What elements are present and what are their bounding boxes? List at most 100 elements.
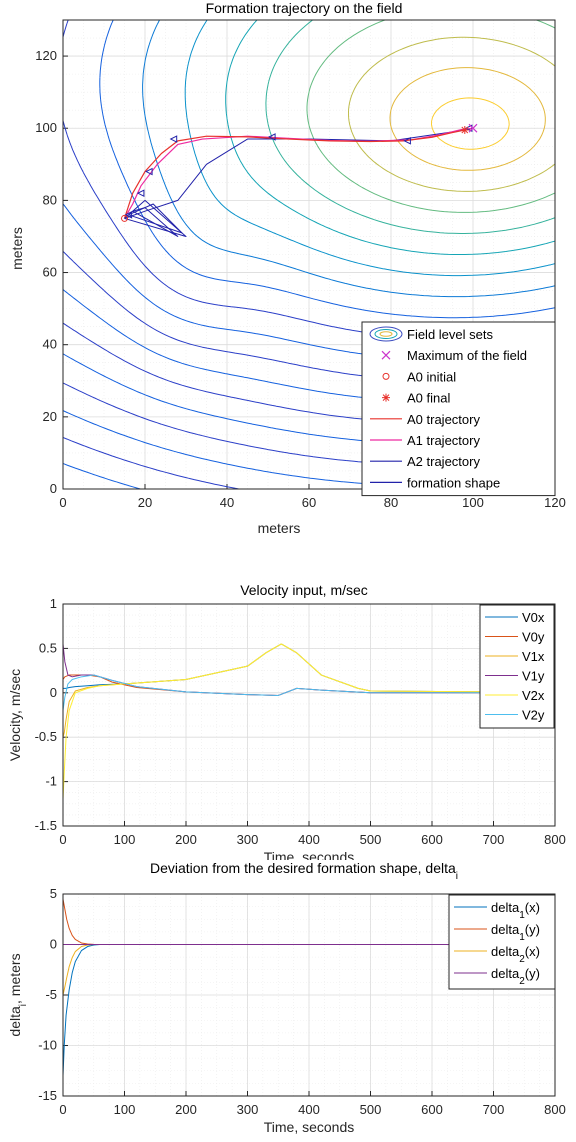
x-tick-label: 300 bbox=[237, 832, 259, 847]
legend: delta1(x)delta1(y)delta2(x)delta2(y) bbox=[448, 894, 556, 990]
legend-label: V2x bbox=[522, 688, 545, 703]
formation-trajectory-chart: Formation trajectory on the field 0 20 40 60… bbox=[9, 0, 566, 536]
field-maximum-marker bbox=[468, 123, 478, 133]
x-tick-label: 60 bbox=[302, 495, 316, 510]
formation-marker bbox=[464, 124, 473, 133]
axes-frame bbox=[62, 603, 556, 827]
x-tick-label: 40 bbox=[220, 495, 234, 510]
legend-label: A0 final bbox=[407, 391, 450, 406]
x-tick-label: 200 bbox=[175, 832, 197, 847]
legend-label: V0x bbox=[522, 610, 545, 625]
y-tick-label: 1 bbox=[50, 596, 57, 611]
formation-shape bbox=[124, 199, 187, 237]
y-axis-label: meters bbox=[9, 227, 25, 270]
a0-initial-marker bbox=[121, 214, 128, 222]
x-tick-label: 800 bbox=[544, 832, 566, 847]
x-tick-label: 200 bbox=[175, 1102, 197, 1117]
y-tick-label: 40 bbox=[43, 337, 57, 352]
formation-marker bbox=[136, 189, 145, 197]
y-tick-label: 0 bbox=[50, 481, 57, 496]
legend-label: V1y bbox=[522, 669, 545, 684]
y-tick-label: -5 bbox=[45, 987, 57, 1002]
y-tick-label: -0.5 bbox=[35, 729, 57, 744]
legend-label: Field level sets bbox=[407, 327, 493, 342]
a1-trajectory bbox=[123, 127, 474, 219]
legend-label: formation shape bbox=[407, 475, 500, 490]
y-tick-label: -1.5 bbox=[35, 818, 57, 833]
legend-label: A0 initial bbox=[407, 369, 456, 384]
legend-label: V2y bbox=[522, 708, 545, 723]
x-tick-label: 600 bbox=[421, 1102, 443, 1117]
y-tick-label: 0.5 bbox=[39, 640, 57, 655]
x-tick-label: 400 bbox=[298, 1102, 320, 1117]
legend-label: A0 trajectory bbox=[407, 412, 480, 427]
formation-shape bbox=[132, 207, 179, 237]
a0-final-marker bbox=[460, 126, 469, 135]
formation-marker bbox=[169, 135, 178, 143]
x-tick-label: 120 bbox=[544, 495, 566, 510]
chart-title: Formation trajectory on the field bbox=[206, 0, 403, 16]
axes-frame bbox=[62, 19, 556, 490]
chart-title: Deviation from the desired formation sha… bbox=[150, 860, 458, 882]
field-level-set bbox=[431, 97, 510, 150]
y-tick-label: 20 bbox=[43, 409, 57, 424]
formation-marker bbox=[124, 211, 133, 219]
legend-box bbox=[479, 604, 555, 729]
field-level-set bbox=[63, 463, 141, 489]
y-tick-label: -1 bbox=[45, 774, 57, 789]
field-level-set bbox=[225, 20, 555, 255]
field-level-set bbox=[389, 67, 546, 171]
x-tick-label: 600 bbox=[421, 832, 443, 847]
legend-label: V0y bbox=[522, 630, 545, 645]
series-line bbox=[63, 674, 494, 711]
x-tick-label: 800 bbox=[544, 1102, 566, 1117]
y-tick-label: -10 bbox=[38, 1038, 57, 1053]
y-tick-label: 0 bbox=[50, 937, 57, 952]
x-tick-label: 100 bbox=[114, 832, 136, 847]
x-axis-label: Time, seconds bbox=[264, 1119, 355, 1135]
x-tick-label: 0 bbox=[59, 1102, 66, 1117]
field-level-set bbox=[63, 437, 239, 489]
x-tick-label: 100 bbox=[462, 495, 484, 510]
formation-marker bbox=[267, 133, 276, 141]
y-tick-label: 80 bbox=[43, 192, 57, 207]
x-tick-label: 700 bbox=[483, 832, 505, 847]
y-axis-label: deltai, meters bbox=[7, 953, 29, 1036]
x-axis-label: Time, seconds bbox=[264, 849, 355, 860]
x-tick-label: 300 bbox=[237, 1102, 259, 1117]
legend: Field level sets Maximum of the field A0 i… bbox=[361, 321, 556, 497]
legend-label: A1 trajectory bbox=[407, 433, 480, 448]
legend-label: Maximum of the field bbox=[407, 348, 527, 363]
legend-swatch bbox=[382, 393, 390, 402]
x-tick-label: 500 bbox=[360, 1102, 382, 1117]
legend-swatch bbox=[379, 331, 393, 337]
field-level-set bbox=[348, 36, 555, 192]
x-tick-label: 80 bbox=[384, 495, 398, 510]
formation-marker bbox=[403, 137, 411, 145]
field-level-set bbox=[306, 20, 555, 213]
field-level-set bbox=[184, 20, 555, 277]
a0-trajectory bbox=[123, 129, 465, 219]
x-tick-label: 400 bbox=[298, 832, 320, 847]
y-tick-label: -15 bbox=[38, 1088, 57, 1103]
y-axis-label: Velocity, m/sec bbox=[7, 669, 23, 761]
formation-marker bbox=[144, 167, 153, 176]
chart-title: Velocity input, m/sec bbox=[240, 582, 368, 598]
legend-box bbox=[361, 321, 556, 497]
field-level-set bbox=[265, 20, 555, 234]
x-tick-label: 700 bbox=[483, 1102, 505, 1117]
velocity-input-chart: Velocity input, m/sec 0 100 200 300 400 500 600… bbox=[7, 582, 566, 860]
x-tick-label: 0 bbox=[59, 832, 66, 847]
y-tick-label: 60 bbox=[43, 265, 57, 280]
series-line bbox=[63, 643, 494, 800]
deviation-chart: Deviation from the desired formation sha… bbox=[7, 860, 566, 1135]
legend-swatch bbox=[369, 326, 403, 342]
y-tick-label: 0 bbox=[50, 685, 57, 700]
x-tick-label: 100 bbox=[114, 1102, 136, 1117]
a2-trajectory bbox=[124, 127, 474, 219]
legend-swatch bbox=[374, 329, 398, 339]
y-tick-label: 100 bbox=[35, 120, 57, 135]
axes-frame bbox=[62, 893, 556, 1097]
x-tick-label: 500 bbox=[360, 832, 382, 847]
legend-swatch bbox=[382, 372, 390, 380]
